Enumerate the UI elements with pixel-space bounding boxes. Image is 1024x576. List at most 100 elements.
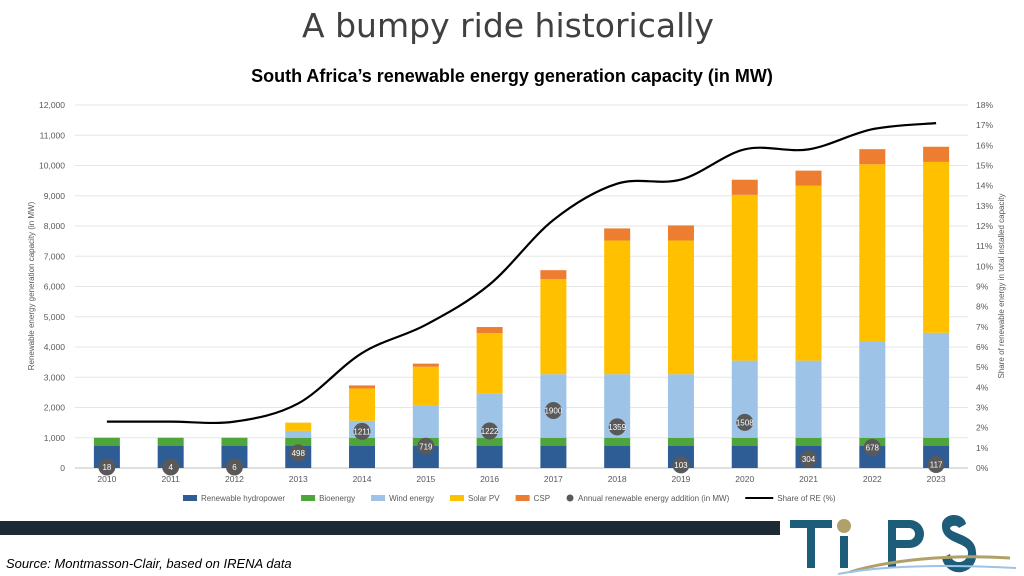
x-tick-label: 2017 — [544, 474, 563, 484]
bar-segment — [731, 179, 758, 195]
bar-segment — [476, 333, 503, 394]
bar-segment — [157, 437, 184, 446]
legend-label: Share of RE (%) — [777, 494, 836, 503]
bar-segment — [731, 194, 758, 361]
grid — [75, 104, 968, 469]
y2-tick-label: 5% — [976, 362, 989, 372]
y-tick-label: 10,000 — [39, 161, 65, 171]
addition-marker — [863, 438, 881, 456]
bar-segment — [604, 240, 631, 375]
x-tick-label: 2014 — [353, 474, 372, 484]
bar-segment — [476, 437, 503, 446]
y-tick-label: 11,000 — [40, 130, 66, 140]
bar-segment — [349, 388, 376, 421]
x-tick-label: 2020 — [735, 474, 754, 484]
bar-segment — [667, 225, 694, 241]
addition-marker-label: 678 — [866, 443, 880, 452]
legend-label: Solar PV — [468, 494, 500, 503]
y-tick-label: 6,000 — [44, 282, 66, 292]
y-tick-label: 9,000 — [44, 191, 66, 201]
y-tick-label: 3,000 — [44, 372, 66, 382]
bar-segment — [859, 164, 886, 341]
bar-segment — [859, 149, 886, 165]
bar-segment — [476, 327, 503, 334]
bar-segment — [923, 146, 950, 162]
addition-marker — [225, 458, 243, 476]
y2-tick-label: 11% — [976, 241, 993, 251]
legend-label: Renewable hydropower — [201, 494, 285, 503]
legend-swatch — [371, 495, 386, 501]
y-tick-label: 2,000 — [44, 403, 66, 413]
bar-segment — [795, 185, 822, 361]
legend-swatch — [450, 495, 465, 501]
legend-marker-symbol — [566, 494, 574, 502]
addition-marker-label: 1222 — [481, 427, 499, 436]
y2-tick-label: 12% — [976, 221, 993, 231]
y2-tick-label: 3% — [976, 403, 989, 413]
legend-swatch — [301, 495, 316, 501]
bar-segment — [923, 161, 950, 333]
addition-marker — [353, 422, 371, 440]
y2-tick-label: 17% — [976, 120, 993, 130]
bar-segment — [285, 437, 312, 446]
bar-segment — [285, 430, 312, 438]
slide-title: A bumpy ride historically — [302, 6, 714, 45]
source-note: Source: Montmasson-Clair, based on IRENA… — [6, 556, 292, 571]
x-tick-label: 2022 — [863, 474, 882, 484]
bar-segment — [731, 437, 758, 446]
y2-tick-label: 0% — [976, 463, 989, 473]
bar-segment — [412, 366, 439, 406]
legend-label: Bioenergy — [319, 494, 355, 503]
bar-segment — [412, 405, 439, 438]
y-axis-title: Renewable energy generation capacity (in… — [27, 201, 36, 370]
addition-marker — [417, 437, 435, 455]
addition-marker-label: 1359 — [608, 423, 626, 432]
y2-tick-label: 9% — [976, 282, 989, 292]
tips-logo — [790, 514, 1017, 575]
y2-tick-label: 8% — [976, 302, 989, 312]
bar-segment — [349, 385, 376, 389]
footer-bar — [0, 521, 780, 535]
addition-marker — [544, 402, 562, 420]
bars — [93, 146, 950, 468]
y2-tick-label: 14% — [976, 181, 993, 191]
bar-segment — [412, 363, 439, 367]
bar-segment — [540, 437, 567, 446]
bar-segment — [795, 437, 822, 446]
legend-swatch — [515, 495, 530, 501]
y2-tick-label: 4% — [976, 382, 989, 392]
addition-marker-label: 1508 — [736, 418, 754, 427]
bar-segment — [923, 437, 950, 446]
addition-marker-label: 1900 — [544, 407, 562, 416]
chart-title: South Africa’s renewable energy generati… — [251, 66, 773, 86]
y2-tick-label: 1% — [976, 443, 989, 453]
y-tick-label: 5,000 — [44, 312, 66, 322]
bar-segment — [349, 437, 376, 446]
y2-tick-label: 7% — [976, 322, 989, 332]
x-tick-label: 2023 — [927, 474, 946, 484]
bar-segment — [859, 340, 886, 438]
x-tick-label: 2013 — [289, 474, 308, 484]
y2-axis-title: Share of renewable energy in total insta… — [997, 194, 1006, 379]
x-tick-label: 2011 — [162, 474, 181, 484]
addition-marker-label: 4 — [168, 463, 173, 472]
legend: Renewable hydropower Bioenergy Wind energy… — [183, 494, 836, 503]
y-tick-label: 7,000 — [44, 251, 66, 261]
legend-label: CSP — [534, 494, 550, 503]
legend-label: Wind energy — [389, 494, 434, 503]
bar-segment — [476, 445, 503, 468]
share-line — [106, 122, 937, 425]
bar-segment — [795, 360, 822, 438]
y2-tick-label: 13% — [976, 201, 993, 211]
bar-segment — [604, 437, 631, 446]
y-tick-label: 8,000 — [44, 221, 66, 231]
y2-tick-label: 2% — [976, 423, 989, 433]
x-tick-label: 2019 — [672, 474, 691, 484]
y2-tick-label: 15% — [976, 161, 993, 171]
addition-marker-label: 117 — [930, 460, 943, 469]
bar-segment — [221, 437, 248, 446]
bar-segment — [667, 374, 694, 438]
addition-marker-label: 6 — [232, 463, 237, 472]
y2-tick-label: 16% — [976, 140, 993, 150]
x-axis-ticks: 2010 2011 2012 2013 2014 2015 2016 2017 2018 2019… — [97, 474, 945, 484]
